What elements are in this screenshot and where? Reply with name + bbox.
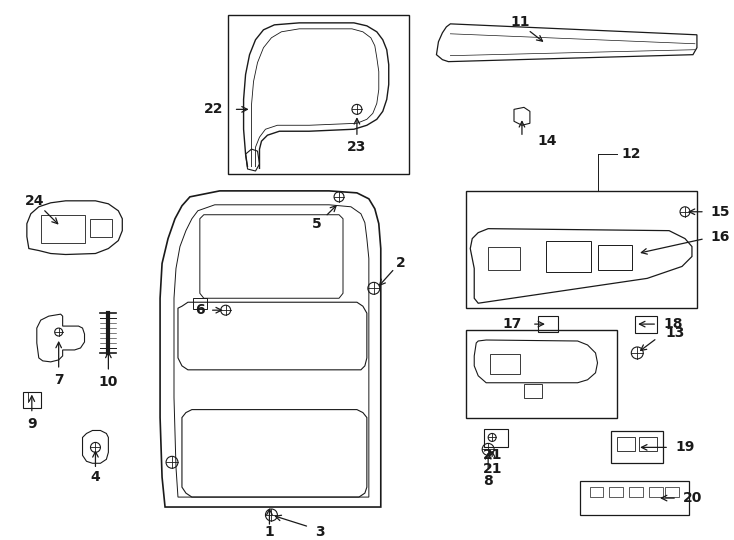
Text: 24: 24 (25, 194, 45, 208)
Text: 10: 10 (98, 375, 118, 389)
Bar (629, 487, 643, 497)
Text: 21: 21 (482, 448, 502, 462)
Bar (589, 487, 603, 497)
Text: 16: 16 (711, 230, 730, 244)
Text: 23: 23 (347, 140, 366, 154)
Bar (611, 431, 663, 463)
Text: 3: 3 (315, 525, 324, 539)
Bar (609, 487, 623, 497)
Text: 7: 7 (54, 373, 63, 387)
Text: 19: 19 (675, 441, 694, 454)
Bar (617, 437, 636, 451)
Bar (636, 316, 657, 333)
Text: 17: 17 (503, 317, 522, 331)
Bar (193, 298, 207, 309)
Bar (580, 481, 689, 515)
Text: 21: 21 (482, 462, 502, 476)
Bar (524, 384, 542, 397)
Bar (488, 247, 520, 271)
Bar (490, 354, 520, 374)
Text: 11: 11 (510, 15, 530, 29)
Text: 5: 5 (312, 217, 322, 231)
Text: 15: 15 (711, 205, 730, 219)
Text: 6: 6 (195, 303, 205, 317)
Text: 9: 9 (27, 416, 37, 430)
Text: 14: 14 (538, 134, 557, 148)
Text: 20: 20 (683, 491, 702, 505)
Text: 12: 12 (622, 147, 641, 161)
Bar (484, 429, 508, 447)
Text: 2: 2 (396, 256, 406, 271)
Bar (41, 215, 84, 242)
Bar (597, 245, 632, 271)
Bar (90, 219, 112, 237)
Bar (538, 316, 558, 332)
Text: 4: 4 (90, 470, 101, 484)
Text: 22: 22 (204, 103, 224, 116)
Bar (546, 241, 591, 272)
Text: 8: 8 (483, 474, 493, 488)
Bar (466, 191, 697, 308)
Bar (228, 15, 409, 174)
Bar (665, 487, 679, 497)
Bar (466, 330, 617, 417)
Bar (639, 437, 657, 451)
Text: 18: 18 (663, 317, 683, 331)
Bar (23, 392, 41, 408)
Text: 1: 1 (264, 525, 275, 539)
Bar (649, 487, 663, 497)
Text: 13: 13 (665, 326, 685, 340)
